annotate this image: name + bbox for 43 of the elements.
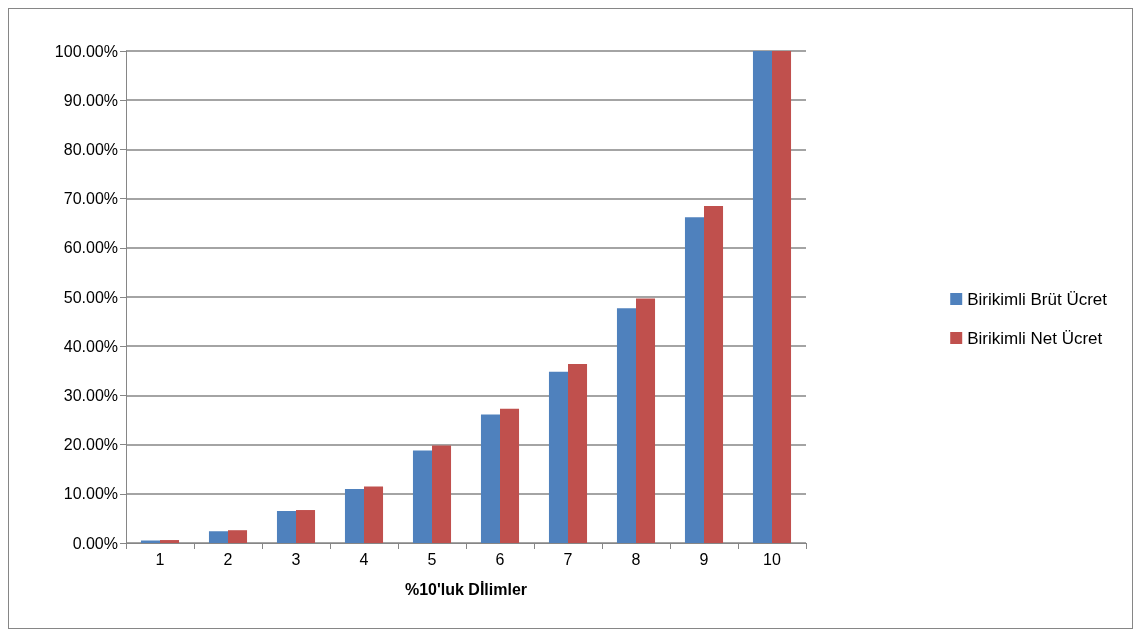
x-tick-label: 5 [427,550,437,568]
y-tick-label: 70.00% [63,190,118,208]
bar [636,298,656,543]
x-tick-label: 7 [563,550,573,568]
x-tick-label: 4 [359,550,369,568]
y-tick-label: 80.00% [63,140,118,158]
bar [412,450,432,543]
x-tick-label: 2 [223,550,233,568]
bar [160,540,180,543]
bar [548,371,568,543]
y-tick-label: 10.00% [63,485,118,503]
y-tick-label: 50.00% [63,288,118,306]
x-tick-label: 9 [699,550,709,568]
bar [480,414,500,543]
bar [276,511,296,543]
y-tick-label: 100.00% [54,42,118,60]
x-tick-label: 8 [631,550,641,568]
y-tick-label: 30.00% [63,386,118,404]
y-tick-label: 0.00% [72,534,118,552]
bar [752,51,772,543]
x-axis-title: %10'luk Dİlimler [404,580,528,598]
legend-label: Birikimli Brüt Ücret [967,289,1108,309]
bar [772,51,792,543]
bar [616,308,636,543]
x-tick-label: 6 [495,550,505,568]
y-tick-label: 90.00% [63,91,118,109]
bar [704,205,724,543]
bar [684,217,704,543]
x-tick-label: 1 [155,550,165,568]
bar [432,445,452,543]
y-tick-label: 60.00% [63,239,118,257]
y-tick-label: 40.00% [63,337,118,355]
bar [500,408,520,543]
legend-label: Birikimli Net Ücret [967,328,1103,348]
bar [228,530,248,543]
bar [568,363,588,543]
x-tick-label: 3 [291,550,301,568]
bar [208,531,228,543]
bar [344,488,364,543]
y-tick-label: 20.00% [63,436,118,454]
bar [296,510,316,543]
x-tick-label: 10 [763,550,781,568]
bar [364,486,384,543]
